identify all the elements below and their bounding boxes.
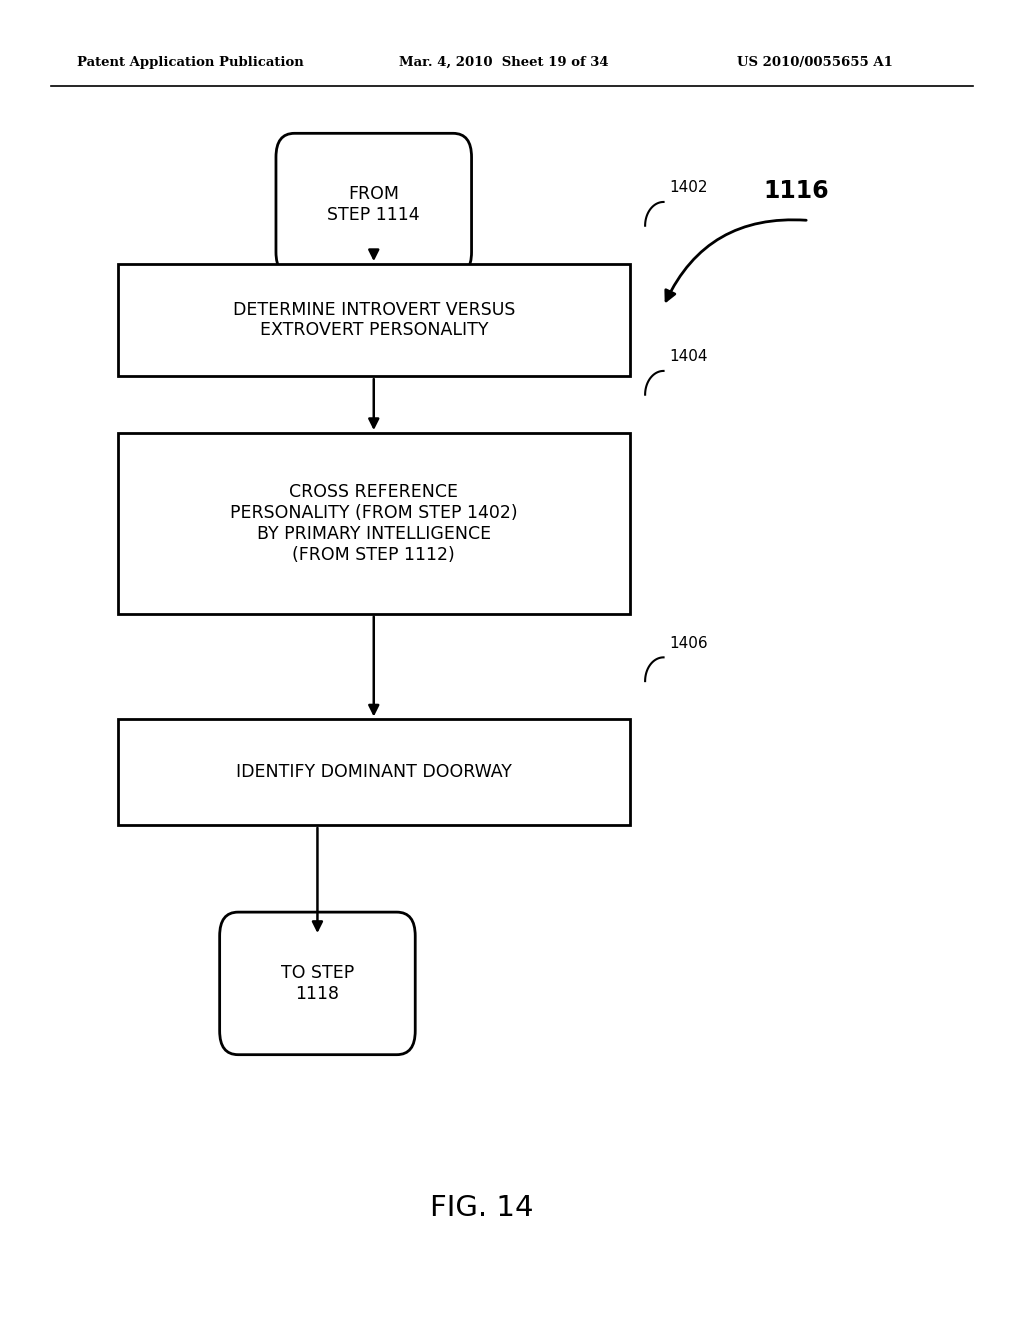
Text: 1406: 1406 <box>669 636 708 651</box>
Text: Mar. 4, 2010  Sheet 19 of 34: Mar. 4, 2010 Sheet 19 of 34 <box>399 55 609 69</box>
Text: Patent Application Publication: Patent Application Publication <box>77 55 303 69</box>
Text: US 2010/0055655 A1: US 2010/0055655 A1 <box>737 55 893 69</box>
Text: IDENTIFY DOMINANT DOORWAY: IDENTIFY DOMINANT DOORWAY <box>236 763 512 781</box>
Text: TO STEP
1118: TO STEP 1118 <box>281 964 354 1003</box>
Bar <box>118 264 630 376</box>
FancyBboxPatch shape <box>275 133 471 276</box>
FancyBboxPatch shape <box>219 912 416 1055</box>
Text: CROSS REFERENCE
PERSONALITY (FROM STEP 1402)
BY PRIMARY INTELLIGENCE
(FROM STEP : CROSS REFERENCE PERSONALITY (FROM STEP 1… <box>230 483 517 564</box>
Bar <box>118 433 630 614</box>
Bar <box>118 719 630 825</box>
FancyArrowPatch shape <box>666 220 806 301</box>
Text: FROM
STEP 1114: FROM STEP 1114 <box>328 185 420 224</box>
Text: 1404: 1404 <box>669 350 708 364</box>
Text: 1116: 1116 <box>763 180 828 203</box>
Text: DETERMINE INTROVERT VERSUS
EXTROVERT PERSONALITY: DETERMINE INTROVERT VERSUS EXTROVERT PER… <box>232 301 515 339</box>
Text: 1402: 1402 <box>669 181 708 195</box>
Text: FIG. 14: FIG. 14 <box>429 1193 534 1222</box>
